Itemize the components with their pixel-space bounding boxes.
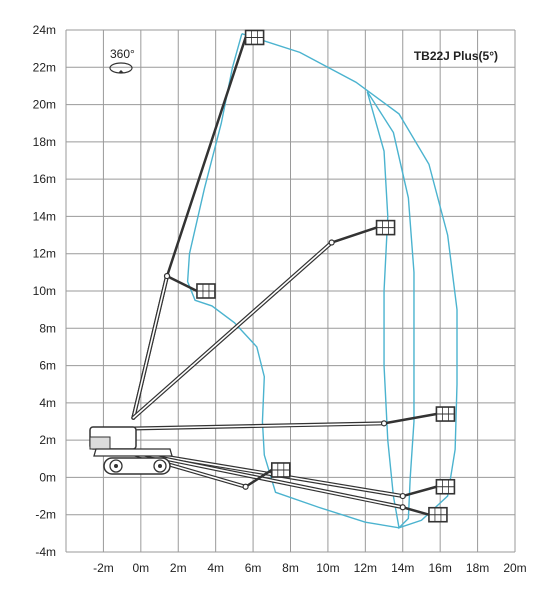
y-tick-label: 14m (33, 209, 56, 223)
grid-lines (65, 29, 516, 553)
x-tick-label: 0m (132, 561, 149, 575)
x-tick-label: 12m (354, 561, 377, 575)
main-boom-highlight (110, 422, 385, 430)
rotation-arrowhead-icon (118, 70, 124, 73)
x-tick-label: 10m (316, 561, 339, 575)
y-tick-label: 10m (33, 284, 56, 298)
y-tick-label: 18m (33, 135, 56, 149)
x-tick-label: -2m (93, 561, 114, 575)
knuckle-joint (399, 504, 406, 511)
y-tick-label: 22m (33, 60, 56, 74)
jib-section (382, 412, 438, 425)
y-tick-label: 16m (33, 172, 56, 186)
x-tick-label: 6m (245, 561, 262, 575)
main-boom-highlight (132, 241, 333, 419)
x-tick-label: 4m (207, 561, 224, 575)
rotation-label: 360° (110, 47, 135, 61)
crawler-base (89, 426, 173, 475)
outer-envelope-line (186, 33, 458, 529)
track-hub-right (158, 464, 162, 468)
y-tick-label: 12m (33, 247, 56, 261)
x-tick-label: 18m (466, 561, 489, 575)
knuckle-joint (163, 272, 171, 280)
counterweight (89, 436, 111, 450)
x-tick-label: 14m (391, 561, 414, 575)
y-tick-label: 20m (33, 98, 56, 112)
x-tick-label: 20m (503, 561, 526, 575)
boom-folded-jib (131, 272, 216, 420)
y-tick-label: 4m (39, 396, 56, 410)
jib-section (330, 226, 378, 244)
jib-section (401, 506, 431, 516)
boom-mid (131, 219, 396, 420)
x-tick-labels: -2m 0m 2m 4m 6m 8m 10m 12m 14m 16m 18m 20m (93, 561, 527, 575)
y-tick-label: 0m (39, 470, 56, 484)
knuckle-joint (328, 239, 335, 246)
knuckle-joint (242, 483, 249, 490)
y-tick-label: 24m (33, 23, 56, 37)
chassis (93, 448, 173, 457)
y-tick-labels: 24m 22m 20m 18m 16m 14m 12m 10m 8m 6m 4m 2m 0m -2m -4m (33, 23, 56, 559)
x-tick-label: 16m (428, 561, 451, 575)
x-tick-label: 2m (170, 561, 187, 575)
boom-positions (108, 29, 456, 523)
main-boom-highlight (132, 275, 168, 419)
y-tick-label: 2m (39, 433, 56, 447)
y-tick-label: -2m (35, 508, 56, 522)
inner-envelope-line (366, 91, 415, 530)
jib-section (165, 36, 247, 278)
jib-section (244, 468, 274, 488)
jib-section (401, 485, 438, 498)
jib-section (165, 274, 199, 293)
y-tick-label: 6m (39, 359, 56, 373)
x-tick-label: 8m (282, 561, 299, 575)
y-tick-label: 8m (39, 321, 56, 335)
knuckle-joint (399, 492, 406, 500)
diagram-title: TB22J Plus(5°) (414, 49, 498, 63)
boom-max-reach (108, 406, 456, 431)
rotation-symbol: 360° (109, 47, 135, 74)
knuckle-joint (380, 420, 388, 427)
working-envelope (186, 33, 458, 530)
track-hub-left (114, 464, 118, 468)
y-tick-label: -4m (35, 545, 56, 559)
